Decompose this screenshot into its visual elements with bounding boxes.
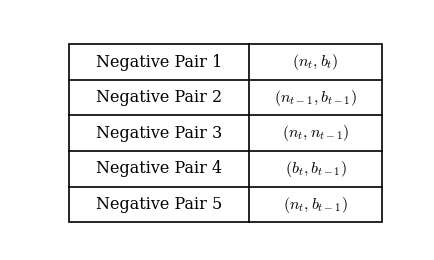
- Bar: [69, 44, 382, 222]
- Text: $(n_t, n_{t-1})$: $(n_t, n_{t-1})$: [282, 123, 349, 143]
- Text: Negative Pair 4: Negative Pair 4: [96, 160, 222, 177]
- Text: $(n_{t-1}, b_{t-1})$: $(n_{t-1}, b_{t-1})$: [274, 88, 357, 108]
- Text: Negative Pair 5: Negative Pair 5: [96, 196, 223, 213]
- Text: Negative Pair 2: Negative Pair 2: [96, 89, 222, 106]
- Text: Negative Pair 1: Negative Pair 1: [96, 54, 223, 70]
- Text: Negative Pair 3: Negative Pair 3: [96, 125, 223, 142]
- Text: $(n_t, b_t)$: $(n_t, b_t)$: [293, 52, 339, 72]
- Text: $(n_t, b_{t-1})$: $(n_t, b_{t-1})$: [283, 194, 348, 214]
- Text: $(b_t, b_{t-1})$: $(b_t, b_{t-1})$: [285, 159, 347, 179]
